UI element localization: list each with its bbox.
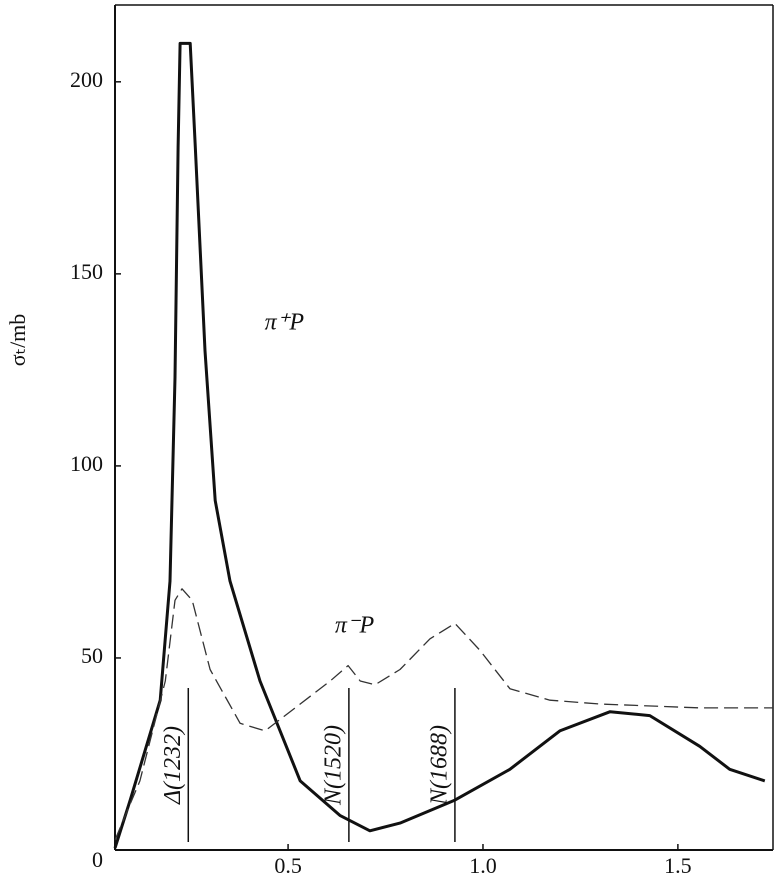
resonance-label: N(1520) (320, 725, 346, 806)
resonance-label: Δ(1232) (160, 726, 186, 805)
x-tick-label: 0.5 (274, 853, 302, 878)
series-label: π⁺P (265, 309, 305, 335)
series-label: π⁻P (335, 613, 375, 639)
resonance-label: N(1688) (426, 725, 452, 806)
x-tick-label: 1.5 (664, 853, 692, 878)
x-tick-label: 1.0 (469, 853, 497, 878)
y-tick-label: 100 (70, 451, 103, 476)
series-line (113, 41, 766, 849)
series-line (114, 588, 773, 841)
y-tick-label: 0 (92, 847, 103, 872)
y-axis-label: σₜ/mb (5, 314, 30, 367)
y-tick-label: 150 (70, 259, 103, 284)
y-tick-label: 50 (81, 643, 103, 668)
y-tick-label: 200 (70, 67, 103, 92)
